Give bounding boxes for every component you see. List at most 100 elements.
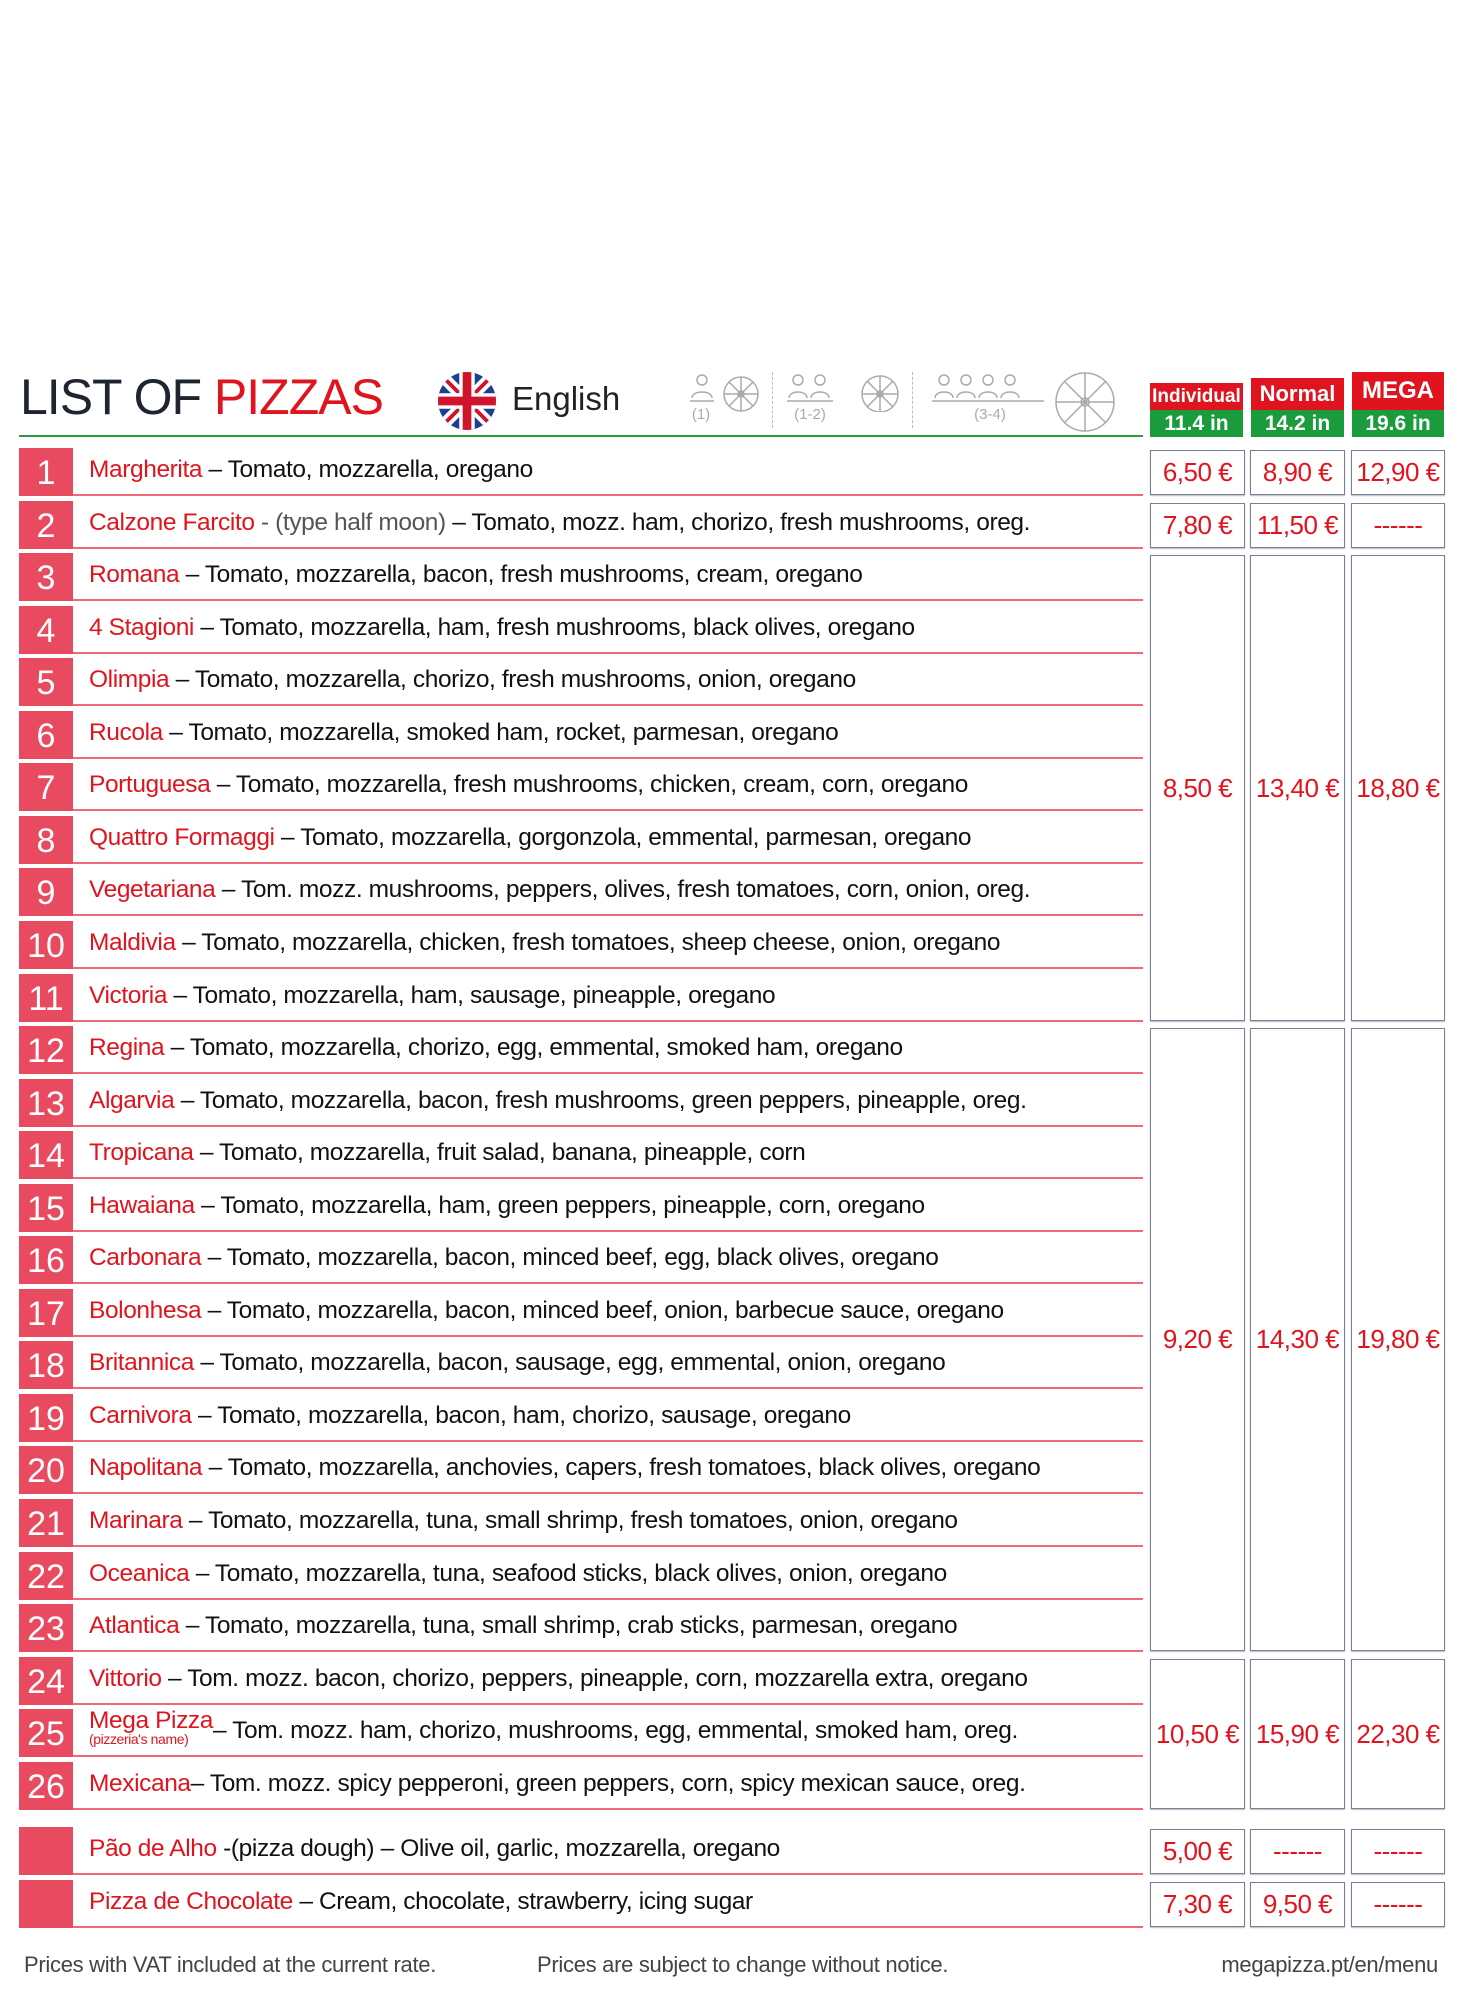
pizza-item[interactable]: Mega Pizza (pizzeria's name) – Tom. mozz. … <box>89 1709 1143 1757</box>
pizza-number-badge: 19 <box>19 1394 73 1442</box>
pizza-item[interactable]: Calzone Farcito - (type half moon) – Tom… <box>89 501 1143 549</box>
divider <box>912 372 913 428</box>
row-underline <box>73 862 1143 864</box>
item-ingredients: – Tomato, mozzarella, ham, fresh mushroo… <box>193 614 915 641</box>
item-ingredients: – Tomato, mozzarella, bacon, minced beef… <box>201 1244 939 1271</box>
price-cell: 8,90 € <box>1250 450 1345 495</box>
pizza-item[interactable]: Romana – Tomato, mozzarella, bacon, fres… <box>89 553 1143 601</box>
item-ingredients: – Tomato, mozzarella, tuna, small shrimp… <box>182 1507 958 1534</box>
row-underline <box>73 1545 1143 1547</box>
people-4-icon-group: (3-4) <box>930 372 1120 438</box>
pizza-number-badge: 17 <box>19 1289 73 1337</box>
pizza-item[interactable]: Britannica – Tomato, mozzarella, bacon, … <box>89 1341 1143 1389</box>
pizza-item[interactable]: Rucola – Tomato, mozzarella, smoked ham,… <box>89 711 1143 759</box>
pizza-item[interactable]: Atlantica – Tomato, mozzarella, tuna, sm… <box>89 1604 1143 1652</box>
website-link[interactable]: megapizza.pt/en/menu <box>1221 1952 1438 1977</box>
people-count-label: (3-4) <box>974 406 1006 423</box>
row-underline <box>73 1335 1143 1337</box>
size-diameter: 19.6 in <box>1352 410 1444 437</box>
item-ingredients: – Tomato, mozzarella, bacon, fresh mushr… <box>174 1087 1027 1114</box>
item-name: Regina <box>89 1034 165 1061</box>
pizza-item[interactable]: Regina – Tomato, mozzarella, chorizo, eg… <box>89 1026 1143 1074</box>
row-underline <box>73 757 1143 759</box>
row-underline <box>73 494 1143 496</box>
pizza-item[interactable]: Victoria – Tomato, mozzarella, ham, saus… <box>89 974 1143 1022</box>
pizza-item[interactable]: Hawaiana – Tomato, mozzarella, ham, gree… <box>89 1184 1143 1232</box>
pizza-item[interactable]: Tropicana – Tomato, mozzarella, fruit sa… <box>89 1131 1143 1179</box>
pizza-item[interactable]: Margherita – Tomato, mozzarella, oregano <box>89 448 1143 496</box>
pizza-item[interactable]: Bolonhesa – Tomato, mozzarella, bacon, m… <box>89 1289 1143 1337</box>
price-cell: 7,30 € <box>1150 1882 1245 1927</box>
pizza-item[interactable]: Algarvia – Tomato, mozzarella, bacon, fr… <box>89 1079 1143 1127</box>
row-underline <box>73 1440 1143 1442</box>
size-name: Individual <box>1150 383 1243 410</box>
pizza-item[interactable]: Mexicana– Tom. mozz. spicy pepperoni, gr… <box>89 1762 1143 1810</box>
price-cell: ------ <box>1250 1829 1345 1874</box>
item-ingredients: – Tom. mozz. mushrooms, peppers, olives,… <box>215 876 1031 903</box>
pizza-item[interactable]: Maldivia – Tomato, mozzarella, chicken, … <box>89 921 1143 969</box>
price-cell: 9,20 € <box>1150 1028 1245 1651</box>
pizza-number-badge: 22 <box>19 1552 73 1600</box>
item-name: Algarvia <box>89 1087 175 1114</box>
pizza-item[interactable]: 4 Stagioni – Tomato, mozzarella, ham, fr… <box>89 606 1143 654</box>
item-name: Atlantica <box>89 1612 180 1639</box>
item-name: Portuguesa <box>89 771 211 798</box>
title-highlight: PIZZAS <box>213 369 384 425</box>
extra-badge <box>19 1880 73 1928</box>
item-name: Pão de Alho <box>89 1835 217 1862</box>
pizza-number-badge: 18 <box>19 1341 73 1389</box>
size-name: MEGA <box>1352 372 1444 410</box>
row-underline <box>73 1873 1143 1875</box>
item-subname: (pizzeria's name) <box>89 1731 189 1747</box>
row-underline <box>73 1125 1143 1127</box>
row-underline <box>73 1230 1143 1232</box>
pizza-item[interactable]: Carbonara – Tomato, mozzarella, bacon, m… <box>89 1236 1143 1284</box>
pizza-number-badge: 12 <box>19 1026 73 1074</box>
price-cell: 5,00 € <box>1150 1829 1245 1874</box>
pizza-item[interactable]: Vegetariana – Tom. mozz. mushrooms, pepp… <box>89 868 1143 916</box>
row-underline <box>73 1755 1143 1757</box>
price-notice: Prices are subject to change without not… <box>537 1952 949 1977</box>
price-cell: 7,80 € <box>1150 503 1245 548</box>
title-part: LIST OF <box>20 369 214 425</box>
extra-item[interactable]: Pizza de Chocolate – Cream, chocolate, s… <box>89 1880 1143 1928</box>
pizza-number-badge: 23 <box>19 1604 73 1652</box>
pizza-number-badge: 5 <box>19 658 73 706</box>
uk-flag-icon[interactable] <box>438 372 496 430</box>
item-name: Calzone Farcito <box>89 509 255 536</box>
item-name: Carnivora <box>89 1402 192 1429</box>
pizza-item[interactable]: Portuguesa – Tomato, mozzarella, fresh m… <box>89 763 1143 811</box>
item-ingredients: – Tomato, mozzarella, ham, green peppers… <box>194 1192 925 1219</box>
pizza-number-badge: 26 <box>19 1762 73 1810</box>
divider <box>772 372 773 428</box>
language-label[interactable]: English <box>512 380 621 417</box>
row-underline <box>73 1703 1143 1705</box>
item-name: Britannica <box>89 1349 194 1376</box>
people-count-label: (1-2) <box>794 406 826 423</box>
item-ingredients: – Tomato, mozz. ham, chorizo, fresh mush… <box>445 509 1031 536</box>
pizza-item[interactable]: Olimpia – Tomato, mozzarella, chorizo, f… <box>89 658 1143 706</box>
pizza-number-badge: 13 <box>19 1079 73 1127</box>
extra-item[interactable]: Pão de Alho -(pizza dough) – Olive oil, … <box>89 1827 1143 1875</box>
item-ingredients: – Tomato, mozzarella, gorgonzola, emment… <box>274 824 972 851</box>
pizza-item[interactable]: Napolitana – Tomato, mozzarella, anchovi… <box>89 1446 1143 1494</box>
item-ingredients: – Tomato, mozzarella, bacon, sausage, eg… <box>193 1349 946 1376</box>
price-cell: 19,80 € <box>1351 1028 1445 1651</box>
price-cell: ------ <box>1351 503 1445 548</box>
pizza-item[interactable]: Vittorio – Tom. mozz. bacon, chorizo, pe… <box>89 1657 1143 1705</box>
item-ingredients: – Tomato, mozzarella, tuna, small shrimp… <box>179 1612 958 1639</box>
item-name: Hawaiana <box>89 1192 195 1219</box>
pizza-number-badge: 14 <box>19 1131 73 1179</box>
pizza-number-badge: 3 <box>19 553 73 601</box>
pizza-item[interactable]: Carnivora – Tomato, mozzarella, bacon, h… <box>89 1394 1143 1442</box>
pizza-number-badge: 7 <box>19 763 73 811</box>
pizza-item[interactable]: Oceanica – Tomato, mozzarella, tuna, sea… <box>89 1552 1143 1600</box>
item-name: Oceanica <box>89 1560 190 1587</box>
vat-note: Prices with VAT included at the current … <box>24 1952 437 1977</box>
item-name: Mega Pizza (pizzeria's name) <box>89 1709 213 1747</box>
pizza-item[interactable]: Quattro Formaggi – Tomato, mozzarella, g… <box>89 816 1143 864</box>
pizza-item[interactable]: Marinara – Tomato, mozzarella, tuna, sma… <box>89 1499 1143 1547</box>
size-header-mega: MEGA 19.6 in <box>1352 372 1444 437</box>
item-ingredients: -(pizza dough) – Olive oil, garlic, mozz… <box>216 1835 780 1862</box>
extra-badge <box>19 1827 73 1875</box>
